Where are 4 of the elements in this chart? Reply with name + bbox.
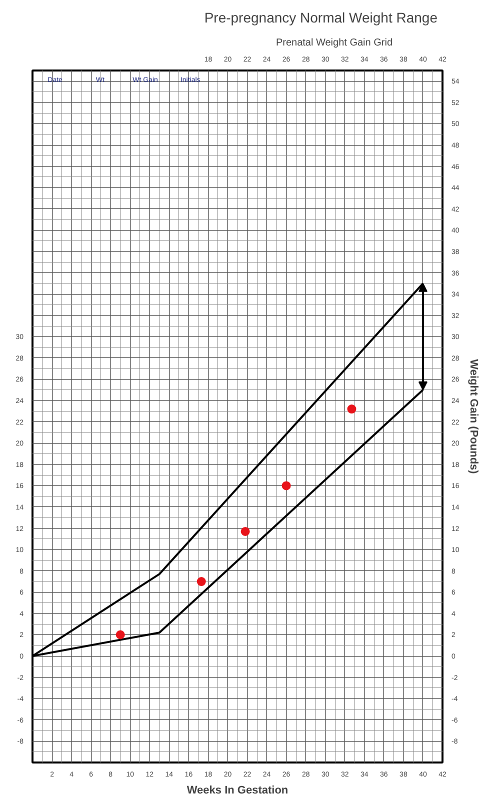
y2-axis-title: Weight Gain (Pounds) — [467, 359, 480, 474]
chart-subtitle: Prenatal Weight Gain Grid — [276, 38, 393, 48]
x-axis-title: Weeks In Gestation — [186, 784, 288, 796]
chart-title: Pre-pregnancy Normal Weight Range — [204, 10, 438, 26]
